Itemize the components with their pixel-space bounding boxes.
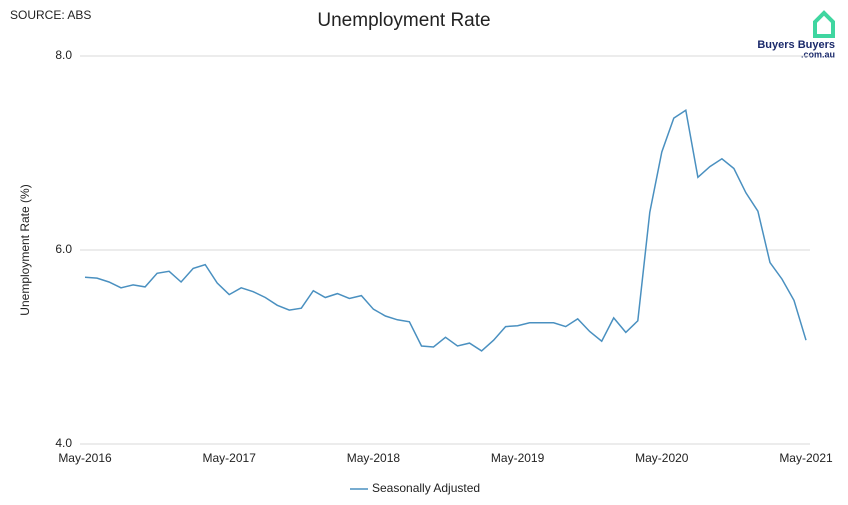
x-tick-label: May-2016 (58, 451, 112, 465)
x-tick-label: May-2017 (203, 451, 257, 465)
y-tick-label: 4.0 (55, 436, 72, 450)
x-tick-label: May-2019 (491, 451, 545, 465)
chart-title: Unemployment Rate (317, 10, 490, 31)
y-tick-label: 8.0 (55, 48, 72, 62)
logo-domain: .com.au (801, 49, 835, 59)
x-tick-label: May-2018 (347, 451, 401, 465)
source-note: SOURCE: ABS (10, 8, 91, 22)
x-tick-label: May-2021 (779, 451, 833, 465)
logo: Buyers Buyers .com.au (757, 10, 835, 59)
data-line (84, 109, 807, 352)
logo-icon (813, 10, 835, 38)
legend-label: Seasonally Adjusted (372, 481, 480, 495)
logo-name: Buyers Buyers (757, 39, 835, 51)
x-tick-label: May-2020 (635, 451, 689, 465)
y-axis-label: Unemployment Rate (%) (18, 184, 32, 315)
y-tick-label: 6.0 (55, 242, 72, 256)
